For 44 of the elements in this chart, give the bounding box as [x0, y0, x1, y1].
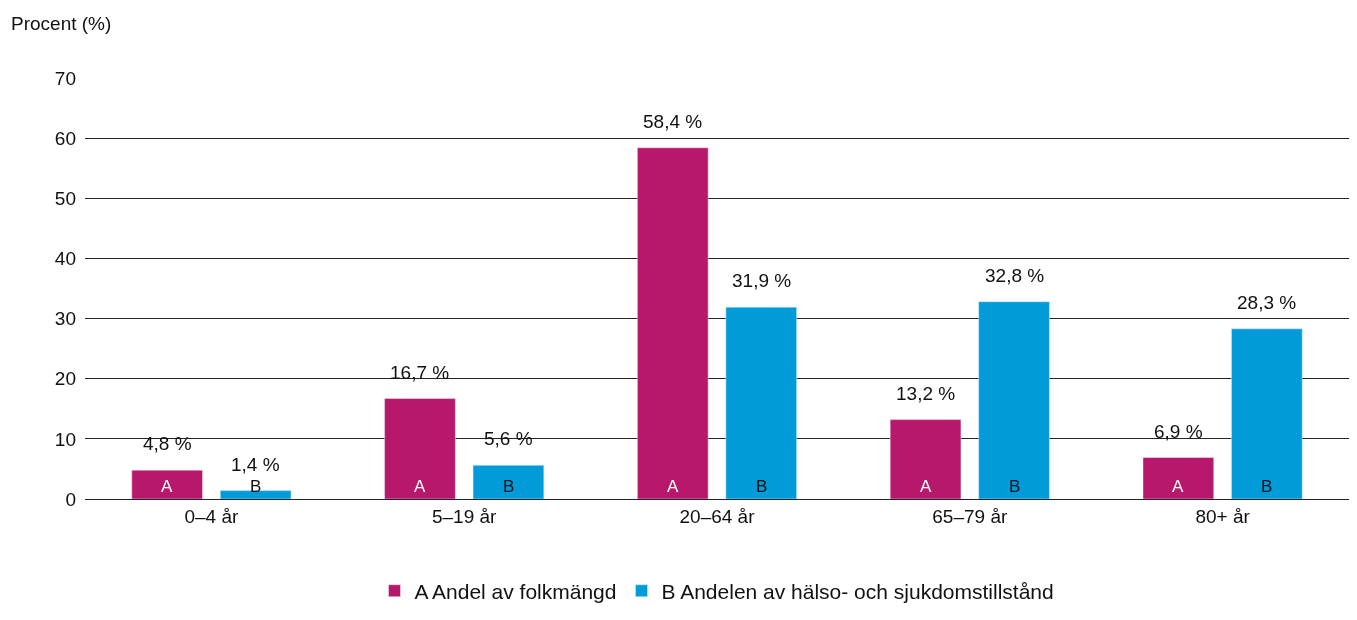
annotation: A [667, 477, 679, 496]
x-tick-label: 0–4 år [184, 505, 240, 527]
y-tick-label: 70 [54, 67, 76, 89]
data-label: 6,9 % [1154, 421, 1203, 442]
y-tick-label: 40 [54, 248, 76, 270]
data-label: 28,3 % [1237, 292, 1297, 313]
bar [889, 419, 962, 499]
bar [131, 469, 203, 499]
bar [472, 465, 545, 499]
annotation: B [1009, 477, 1021, 496]
annotation: B [1261, 477, 1273, 496]
y-tick-label: 0 [65, 488, 76, 510]
data-label: 16,7 % [390, 362, 450, 383]
data-label: 31,9 % [732, 270, 792, 291]
data-label: 32,8 % [985, 265, 1045, 286]
legend-label: B Andelen av hälso- och sjukdomstillstånd [661, 579, 1054, 603]
bar [978, 301, 1050, 499]
annotation: A [1172, 477, 1184, 496]
annotation: A [414, 477, 426, 496]
bar [1231, 328, 1303, 499]
legend-label: A Andel av folkmängd [414, 579, 617, 603]
annotation: B [756, 477, 768, 496]
bar [725, 306, 797, 499]
annotation: A [920, 477, 932, 496]
x-tick-label: 20–64 år [679, 505, 756, 527]
data-label: 58,4 % [643, 111, 703, 132]
y-tick-label: 60 [54, 127, 76, 149]
data-label: 13,2 % [896, 383, 956, 404]
y-axis-title: Procent (%) [11, 13, 112, 34]
y-tick-label: 20 [54, 368, 76, 390]
bar [1142, 457, 1214, 499]
annotation: B [503, 477, 515, 496]
bar [220, 490, 292, 499]
annotation: A [161, 477, 173, 496]
y-tick-label: 50 [54, 187, 76, 209]
data-label: 1,4 % [231, 454, 280, 475]
bar [384, 398, 456, 499]
x-tick-label: 5–19 år [431, 505, 498, 527]
x-tick-label: 80+ år [1195, 505, 1251, 527]
y-tick-label: 30 [54, 308, 76, 330]
bar [637, 147, 709, 499]
y-tick-label: 10 [54, 428, 76, 450]
x-tick-label: 65–79 år [932, 505, 1008, 527]
data-label: 4,8 % [143, 433, 192, 454]
